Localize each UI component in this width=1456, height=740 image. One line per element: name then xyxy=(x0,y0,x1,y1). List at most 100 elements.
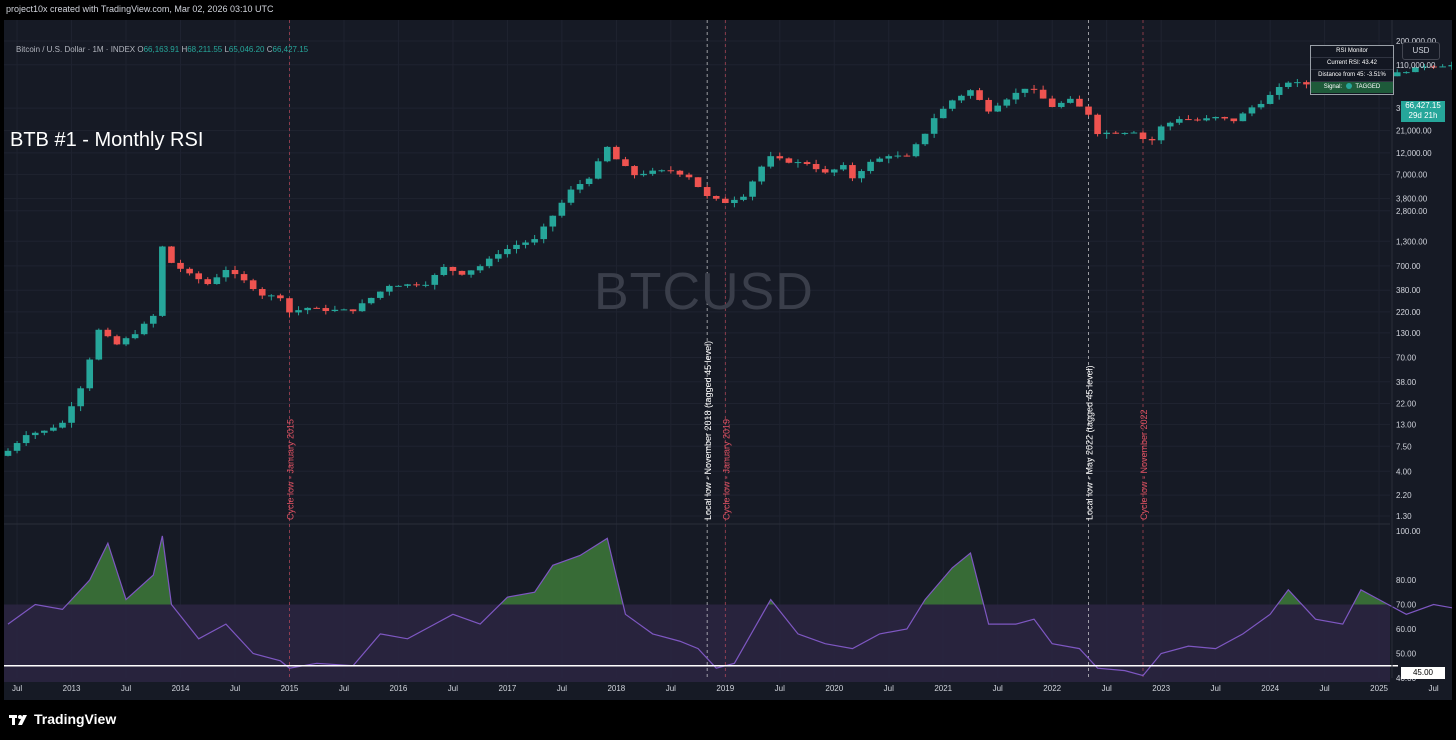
time-tick-label: Jul xyxy=(448,684,458,693)
bull-candle xyxy=(640,170,647,177)
bull-candle xyxy=(1130,130,1138,134)
bear-candle xyxy=(313,306,321,309)
close-value: 66,427.15 xyxy=(272,45,309,54)
bull-candle xyxy=(939,106,947,119)
symbol-watermark: BTCUSD xyxy=(594,263,814,321)
bull-candle xyxy=(912,142,920,158)
bull-candle xyxy=(340,308,348,311)
bull-candle xyxy=(476,264,484,274)
time-tick-label: 2021 xyxy=(934,684,952,693)
bull-candle xyxy=(649,167,656,176)
bull-candle xyxy=(1157,124,1165,145)
bull-candle xyxy=(1294,78,1301,88)
bull-candle xyxy=(949,99,956,112)
bull-candle xyxy=(885,154,893,164)
bear-candle xyxy=(1185,115,1192,121)
bull-candle xyxy=(395,285,402,287)
bull-candle xyxy=(1021,88,1029,98)
overbought-fill xyxy=(1353,589,1389,605)
bull-candle xyxy=(131,329,139,340)
price-tick-label: 4.00 xyxy=(1396,467,1412,476)
rsi-tick-label: 80.00 xyxy=(1396,576,1417,585)
bear-candle xyxy=(685,172,693,180)
bull-candle xyxy=(358,299,366,312)
bull-candle xyxy=(576,180,584,194)
tradingview-logo-icon xyxy=(9,715,27,725)
chart-title: BTB #1 - Monthly RSI xyxy=(10,129,204,151)
bear-candle xyxy=(785,157,793,164)
price-axis: 1.30 2.20 4.00 7.50 13.00 22.00 38.00 70.00 130.… xyxy=(1391,20,1437,683)
bear-candle xyxy=(1221,116,1229,121)
price-tick-label: 220.00 xyxy=(1396,308,1421,317)
symbol-ohlc-bar: Bitcoin / U.S. Dollar · 1M · INDEX O66,1… xyxy=(16,45,308,54)
signal-dot-icon xyxy=(1345,83,1352,90)
rsi-tick-label: 60.00 xyxy=(1396,625,1417,634)
time-tick-label: 2024 xyxy=(1261,684,1279,693)
bull-candle xyxy=(1284,81,1292,89)
bear-candle xyxy=(1030,84,1038,94)
bear-candle xyxy=(1076,95,1083,107)
bull-candle xyxy=(603,146,611,163)
time-tick-label: Jul xyxy=(1319,684,1329,693)
bear-candle xyxy=(104,327,112,338)
bear-candle xyxy=(231,265,239,279)
bear-candle xyxy=(449,266,457,276)
bull-candle xyxy=(386,284,393,296)
bear-candle xyxy=(676,169,684,177)
time-tick-label: Jul xyxy=(1102,684,1112,693)
rsi-series xyxy=(4,535,1452,677)
bear-candle xyxy=(240,271,248,284)
bull-candle xyxy=(794,159,802,168)
price-tick-label: 7,000.00 xyxy=(1396,170,1428,179)
time-tick-label: 2022 xyxy=(1043,684,1061,693)
time-tick-label: 2023 xyxy=(1152,684,1170,693)
bull-candle xyxy=(522,240,529,249)
bear-candle xyxy=(1139,131,1147,144)
overbought-fill xyxy=(35,535,624,605)
bull-candle xyxy=(268,294,275,301)
high-label: H xyxy=(181,45,188,54)
time-tick-label: 2013 xyxy=(63,684,81,693)
bull-candle xyxy=(376,291,384,300)
time-tick-label: Jul xyxy=(1428,684,1438,693)
bull-candle xyxy=(658,169,666,173)
price-tick-label: 2.20 xyxy=(1396,491,1412,500)
time-tick-label: 2015 xyxy=(281,684,299,693)
bear-candle xyxy=(631,165,638,179)
bear-candle xyxy=(286,297,293,318)
bull-candle xyxy=(731,196,738,208)
bull-candle xyxy=(1003,98,1011,108)
rsi-tick-label: 70.00 xyxy=(1396,601,1417,610)
chart-canvas[interactable]: 1.30 2.20 4.00 7.50 13.00 22.00 38.00 70.00 130.… xyxy=(4,20,1452,700)
bull-candle xyxy=(1421,63,1428,71)
bull-candle xyxy=(858,169,865,183)
bull-candle xyxy=(513,240,520,254)
bull-candle xyxy=(485,256,493,269)
bull-candle xyxy=(331,305,339,313)
time-tick-label: Jul xyxy=(1211,684,1221,693)
candles xyxy=(4,61,1452,457)
price-tick-label: 22.00 xyxy=(1396,400,1417,409)
bear-candle xyxy=(249,278,257,291)
bear-candle xyxy=(1048,95,1056,108)
bear-candle xyxy=(413,282,420,288)
price-tick-label: 130.00 xyxy=(1396,329,1421,338)
bull-candle xyxy=(1439,64,1446,68)
currency-button[interactable]: USD xyxy=(1402,42,1440,60)
bear-candle xyxy=(812,159,820,173)
open-label: O xyxy=(137,45,144,54)
time-tick-label: 2016 xyxy=(390,684,408,693)
time-axis: Jul 2013 Jul 2014 Jul 2015 Jul 2016 Jul 2017 Jul 20… xyxy=(12,684,1439,693)
time-tick-label: Jul xyxy=(121,684,131,693)
bear-candle xyxy=(1094,113,1101,137)
chart-area[interactable]: 1.30 2.20 4.00 7.50 13.00 22.00 38.00 70.00 130.… xyxy=(4,20,1452,700)
bull-candle xyxy=(68,401,75,428)
time-tick-label: 2018 xyxy=(607,684,625,693)
cycle-markers xyxy=(289,20,1144,678)
price-tick-label: 12,000.00 xyxy=(1396,149,1432,158)
last-price-tag: 66,427.15 29d 21h xyxy=(1401,101,1445,122)
bull-candle xyxy=(958,94,965,103)
high-value: 68,211.55 xyxy=(187,45,223,54)
time-tick-label: Jul xyxy=(884,684,894,693)
bull-candle xyxy=(894,151,902,159)
